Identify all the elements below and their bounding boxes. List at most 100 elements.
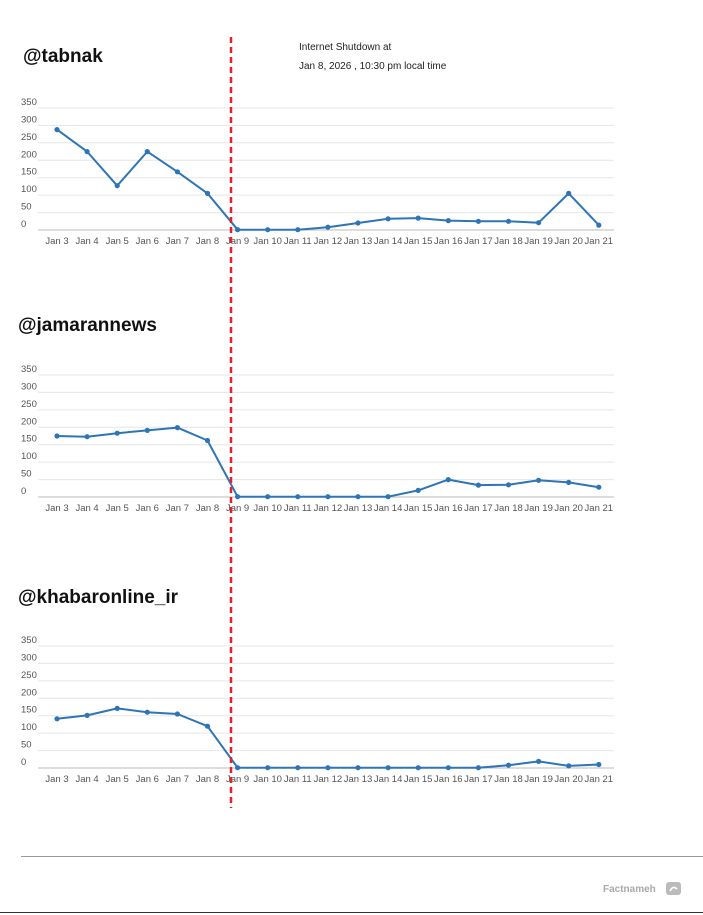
x-tick-label: Jan 10 <box>253 236 282 247</box>
data-point <box>144 427 150 433</box>
data-point <box>325 494 331 500</box>
data-point <box>114 430 120 436</box>
x-tick-label: Jan 14 <box>374 503 403 514</box>
x-tick-label: Jan 10 <box>253 774 282 785</box>
x-tick-label: Jan 16 <box>434 774 463 785</box>
x-tick-label: Jan 14 <box>374 774 403 785</box>
data-point <box>84 712 90 719</box>
data-point <box>174 711 180 717</box>
x-tick-label: Jan 3 <box>45 503 68 514</box>
y-tick-label: 200 <box>21 687 37 698</box>
x-tick-label: Jan 13 <box>344 774 373 785</box>
data-point <box>505 762 512 768</box>
data-point <box>325 765 331 771</box>
data-point <box>355 765 361 771</box>
x-tick-label: Jan 6 <box>136 503 159 514</box>
x-tick-label: Jan 4 <box>75 503 98 514</box>
series-line <box>56 707 599 769</box>
y-tick-label: 50 <box>21 469 32 480</box>
y-tick-label: 350 <box>21 364 37 375</box>
x-tick-label: Jan 15 <box>404 236 433 247</box>
y-tick-label: 200 <box>21 416 37 427</box>
x-tick-label: Jan 8 <box>196 503 219 514</box>
data-point <box>415 215 421 221</box>
x-tick-label: Jan 18 <box>494 774 523 785</box>
y-tick-label: 300 <box>21 114 37 125</box>
chart-title-1: @tabnak <box>23 46 103 67</box>
x-tick-label: Jan 5 <box>106 236 129 247</box>
data-point <box>204 437 211 444</box>
x-tick-label: Jan 9 <box>226 236 249 247</box>
y-tick-label: 250 <box>21 132 37 143</box>
x-tick-label: Jan 11 <box>284 774 312 785</box>
factnameh-logo-icon <box>666 882 681 895</box>
y-tick-label: 350 <box>21 635 37 646</box>
y-tick-label: 300 <box>21 652 37 663</box>
y-tick-label: 0 <box>21 486 26 497</box>
chart-title-3: @khabaronline_ir <box>18 587 179 608</box>
annotation-line-2: Jan 8, 2026 , 10:30 pm local time <box>299 61 447 72</box>
y-tick-label: 200 <box>21 149 37 160</box>
x-tick-label: Jan 15 <box>404 774 433 785</box>
x-tick-label: Jan 10 <box>253 503 282 514</box>
x-tick-label: Jan 16 <box>434 503 463 514</box>
x-tick-label: Jan 4 <box>75 774 98 785</box>
x-tick-label: Jan 21 <box>585 503 614 514</box>
data-point <box>84 434 90 440</box>
data-point <box>265 765 271 771</box>
data-point <box>445 765 451 771</box>
data-point <box>596 222 602 228</box>
data-point <box>475 218 481 224</box>
x-tick-label: Jan 19 <box>524 236 553 247</box>
data-point <box>235 227 241 233</box>
x-tick-label: Jan 19 <box>524 503 553 514</box>
data-point <box>114 183 120 189</box>
data-point <box>174 169 180 175</box>
data-point <box>84 149 90 155</box>
data-point <box>566 479 572 485</box>
y-tick-label: 250 <box>21 399 37 410</box>
x-tick-label: Jan 20 <box>554 503 583 514</box>
data-point <box>54 127 60 133</box>
data-point <box>536 477 542 483</box>
shutdown-annotation: Internet Shutdown at Jan 8, 2026 , 10:30… <box>299 38 446 76</box>
x-tick-label: Jan 12 <box>314 503 343 514</box>
chart-2: 0 50 100 150 200 250 300 350 Jan 3 Jan 4 Jan 5 Jan … <box>21 364 614 514</box>
x-tick-label: Jan 7 <box>166 503 189 514</box>
chart-3: 0 50 100 150 200 250 300 350 Jan 3 Jan 4 Jan 5 Jan … <box>21 635 614 785</box>
data-point <box>355 220 361 226</box>
data-point <box>204 723 211 729</box>
x-tick-label: Jan 9 <box>226 774 249 785</box>
y-tick-label: 250 <box>21 670 37 681</box>
data-point <box>295 765 301 771</box>
data-point <box>445 477 451 483</box>
data-point <box>174 425 180 431</box>
x-tick-label: Jan 8 <box>196 774 219 785</box>
x-tick-label: Jan 12 <box>314 774 343 785</box>
x-tick-label: Jan 13 <box>344 503 373 514</box>
y-tick-label: 50 <box>21 202 32 213</box>
x-tick-label: Jan 14 <box>374 236 403 247</box>
data-point <box>385 494 391 500</box>
data-point <box>415 765 421 771</box>
x-tick-label: Jan 18 <box>494 236 523 247</box>
data-point <box>566 190 572 196</box>
y-tick-label: 100 <box>21 722 37 733</box>
data-point <box>295 227 301 233</box>
y-tick-label: 100 <box>21 451 37 462</box>
data-point <box>415 487 421 493</box>
x-tick-label: Jan 4 <box>75 236 98 247</box>
x-tick-label: Jan 3 <box>45 236 68 247</box>
data-point <box>235 765 241 771</box>
data-point <box>596 761 602 768</box>
x-tick-label: Jan 8 <box>196 236 219 247</box>
data-point <box>445 218 451 224</box>
data-point <box>144 709 150 715</box>
data-point <box>54 433 60 439</box>
data-point <box>385 216 391 222</box>
annotation-line-1: Internet Shutdown at <box>299 42 392 53</box>
x-tick-label: Jan 11 <box>284 503 312 514</box>
data-point <box>475 765 481 771</box>
y-tick-label: 150 <box>21 705 37 716</box>
